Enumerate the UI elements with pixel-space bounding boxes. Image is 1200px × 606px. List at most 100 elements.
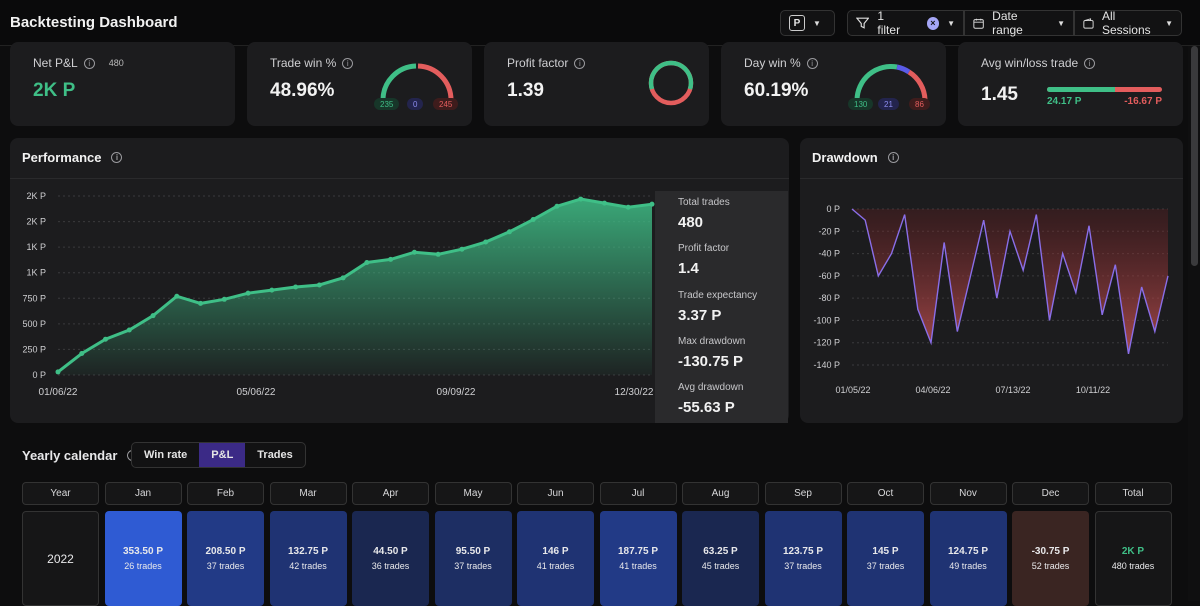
info-icon[interactable]: i [342, 57, 354, 69]
x-tick-label: 01/05/22 [835, 385, 870, 395]
top-bar: Backtesting Dashboard P ▼ 1 filter × ▼ D… [0, 0, 1200, 46]
scrollbar-thumb[interactable] [1191, 46, 1198, 266]
month-trades: 52 trades [1031, 561, 1070, 571]
winning-days-pill: 130 [848, 98, 874, 110]
filter-label: 1 filter [877, 9, 901, 37]
account-selector[interactable]: P ▼ [780, 10, 835, 36]
profit-factor-ring [648, 60, 694, 106]
filter-button[interactable]: 1 filter × ▼ [847, 9, 964, 37]
performance-point [198, 300, 204, 306]
calendar-header-mar: Mar [269, 482, 347, 505]
calendar-month-cell-may[interactable]: 95.50 P 37 trades [434, 511, 512, 606]
calendar-month-cell-apr[interactable]: 44.50 P 36 trades [352, 511, 429, 606]
performance-chart: 2K P 2K P 1K P 1K P 750 P 500 P 250 P 0 P 01/06/… [22, 191, 655, 398]
info-icon[interactable]: i [887, 152, 899, 163]
drawdown-area [852, 209, 1168, 354]
calendar-month-cell-feb[interactable]: 208.50 P 37 trades [187, 511, 264, 606]
wins-pill: 235 [374, 98, 400, 110]
trade-win-label: Trade win % [270, 56, 337, 70]
month-trades: 49 trades [949, 561, 987, 571]
performance-point [221, 296, 227, 302]
performance-point [625, 204, 631, 210]
avg-win-loss-value: 1.45 [981, 84, 1018, 105]
stat-label: Profit factor [678, 243, 730, 254]
tab-trades[interactable]: Trades [257, 449, 293, 461]
calendar-month-cell-nov[interactable]: 124.75 P 49 trades [929, 511, 1007, 606]
calendar-month-cell-mar[interactable]: 132.75 P 42 trades [269, 511, 347, 606]
win-loss-bar [1047, 87, 1162, 92]
total-pnl: 2K P [1121, 546, 1145, 557]
month-pnl: 146 P [542, 546, 569, 557]
profit-factor-card: Profit factor i 1.39 [484, 42, 709, 126]
month-pnl: 187.75 P [617, 546, 659, 557]
drawdown-chart: 0 P -20 P -40 P -60 P -80 P -100 P -120 P -140 … [813, 204, 1169, 395]
calendar-header-nov: Nov [929, 482, 1007, 505]
month-pnl: 145 P [872, 546, 899, 557]
month-pnl: 95.50 P [455, 546, 491, 557]
performance-point [364, 259, 370, 265]
y-tick-label: 1K P [26, 268, 46, 278]
y-tick-label: -60 P [818, 271, 840, 281]
info-icon[interactable]: i [1084, 57, 1096, 69]
calendar-month-cell-dec[interactable]: -30.75 P 52 trades [1012, 511, 1089, 606]
calendar-header-dec: Dec [1012, 482, 1089, 505]
month-pnl: 132.75 P [287, 546, 329, 557]
drawdown-title: Drawdown [812, 150, 878, 165]
info-icon[interactable]: i [574, 57, 586, 69]
x-tick-label: 09/09/22 [437, 387, 476, 398]
net-pnl-card: Net P&L i 480 2K P [10, 42, 235, 126]
y-tick-label: 0 P [32, 370, 46, 380]
calendar-month-cell-sep[interactable]: 123.75 P 37 trades [764, 511, 842, 606]
month-trades: 37 trades [784, 561, 822, 571]
month-pnl: 208.50 P [205, 546, 246, 557]
sessions-button[interactable]: All Sessions ▼ [1074, 9, 1182, 37]
tab-win-rate[interactable]: Win rate [144, 449, 188, 461]
performance-point [103, 336, 109, 342]
stat-value: 1.4 [678, 260, 699, 277]
performance-point [150, 313, 156, 319]
y-tick-label: 750 P [22, 293, 46, 303]
x-tick-label: 10/11/22 [1076, 385, 1110, 395]
avg-win-value: 24.17 P [1047, 96, 1082, 107]
month-trades: 37 trades [866, 561, 905, 571]
calendar-month-cell-jun[interactable]: 146 P 41 trades [517, 511, 594, 606]
total-trades: 480 trades [1111, 561, 1155, 571]
losing-days-pill: 86 [909, 98, 930, 110]
info-icon[interactable]: i [806, 57, 818, 69]
calendar-title: Yearly calendar [22, 448, 118, 463]
stat-value: -55.63 P [678, 399, 735, 416]
calendar-icon [973, 18, 984, 29]
month-trades: 41 trades [619, 561, 657, 571]
info-icon[interactable]: i [83, 57, 95, 69]
avg-loss-value: -16.67 P [1124, 96, 1162, 107]
y-tick-label: -140 P [813, 360, 840, 370]
y-tick-label: -120 P [813, 338, 840, 348]
month-pnl: 123.75 P [782, 546, 824, 557]
net-pnl-label: Net P&L [33, 56, 78, 70]
stat-label: Total trades [678, 197, 730, 208]
performance-point [340, 275, 346, 281]
day-win-card: Day win % i 60.19% 130 21 86 [721, 42, 946, 126]
calendar-month-cell-aug[interactable]: 63.25 P 45 trades [682, 511, 759, 606]
performance-point [506, 229, 512, 235]
calendar-year-cell: 2022 [22, 511, 99, 606]
calendar-month-cell-oct[interactable]: 145 P 37 trades [847, 511, 924, 606]
stat-value: 3.37 P [678, 307, 722, 324]
month-trades: 37 trades [206, 561, 245, 571]
funnel-icon [856, 17, 870, 29]
month-trades: 26 trades [124, 561, 162, 571]
performance-point [269, 287, 275, 293]
performance-point [55, 369, 61, 375]
calendar-header-jan: Jan [104, 482, 182, 505]
performance-title: Performance [22, 150, 102, 165]
info-icon[interactable]: i [111, 152, 123, 163]
y-tick-label: 2K P [26, 217, 46, 227]
month-trades: 41 trades [536, 561, 575, 571]
calendar-header-jun: Jun [517, 482, 594, 505]
clear-filter-icon[interactable]: × [926, 16, 940, 30]
calendar-month-cell-jul[interactable]: 187.75 P 41 trades [599, 511, 677, 606]
calendar-header-apr: Apr [352, 482, 429, 505]
date-range-button[interactable]: Date range ▼ [964, 9, 1074, 37]
calendar-month-cell-jan[interactable]: 353.50 P 26 trades [104, 511, 182, 606]
tab-pnl[interactable]: P&L [199, 443, 246, 467]
